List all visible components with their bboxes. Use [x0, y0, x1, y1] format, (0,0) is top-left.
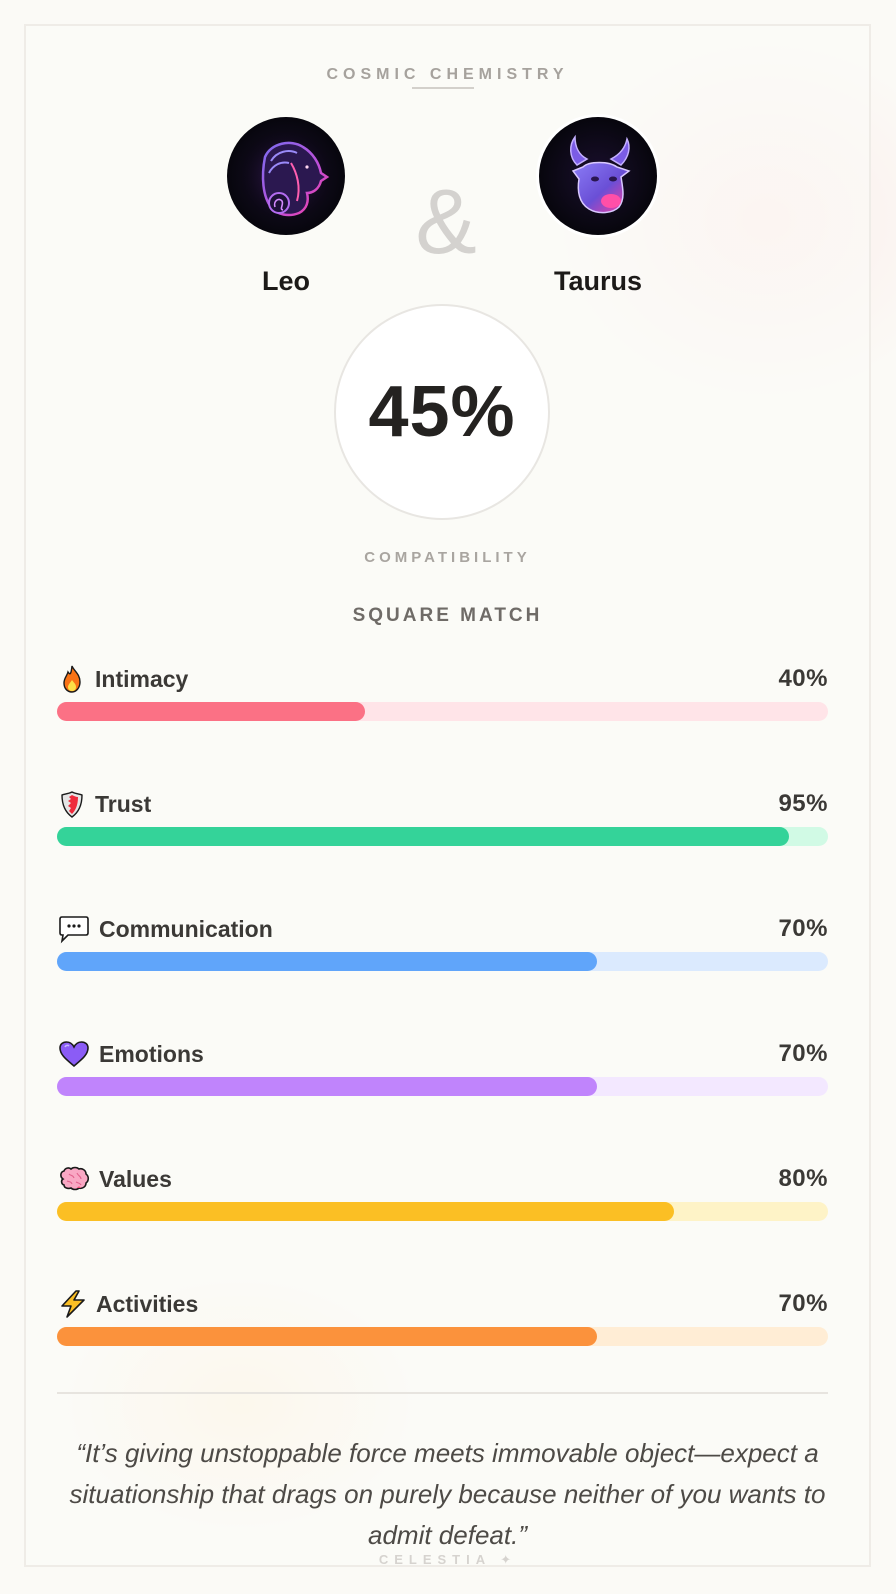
metric-value: 70% [778, 915, 828, 942]
metric-label: Trust [95, 790, 152, 817]
breakdown-title: SQUARE MATCH [352, 605, 543, 626]
metric-value: 40% [778, 665, 828, 692]
progress-fill [57, 952, 597, 971]
metric-activities: Activities 70% [57, 1284, 828, 1354]
title-underline [412, 87, 474, 89]
metric-value: 70% [778, 1040, 828, 1067]
progress-fill [57, 1202, 674, 1221]
progress-fill [57, 702, 366, 721]
progress-bar [57, 827, 828, 846]
progress-bar [57, 952, 828, 971]
brand-watermark: CELESTIA ✦ [378, 1552, 518, 1567]
metric-values: Values 80% [57, 1159, 828, 1229]
progress-fill [57, 827, 790, 846]
metric-communication: Communication 70% [57, 909, 828, 979]
metric-value: 80% [778, 1165, 828, 1192]
leo-lion-icon [236, 126, 336, 226]
metric-trust: Trust 95% [57, 784, 828, 854]
lightning-icon [57, 1289, 89, 1319]
score-circle: 45% [334, 304, 550, 520]
metric-label: Emotions [99, 1040, 204, 1067]
taurus-avatar [539, 117, 657, 235]
metric-emotions: Emotions 70% [57, 1034, 828, 1104]
metric-label: Intimacy [95, 665, 189, 692]
score-label: COMPATIBILITY [364, 549, 531, 566]
progress-bar [57, 702, 828, 721]
compatibility-card: COSMIC CHEMISTRY [24, 24, 871, 1567]
leo-avatar [227, 117, 345, 235]
purple-heart-icon [57, 1039, 91, 1069]
shield-icon [57, 789, 87, 819]
progress-bar [57, 1327, 828, 1346]
left-sign-name: Leo [261, 266, 310, 296]
compatibility-quote: “It’s giving unstoppable force meets imm… [69, 1438, 826, 1550]
metric-value: 95% [778, 790, 828, 817]
speech-bubble-icon [57, 914, 91, 944]
progress-fill [57, 1327, 597, 1346]
progress-bar [57, 1077, 828, 1096]
brain-icon [57, 1164, 91, 1194]
metric-label: Values [99, 1165, 172, 1192]
progress-fill [57, 1077, 597, 1096]
taurus-bull-icon [570, 134, 631, 214]
metric-label: Communication [99, 915, 273, 942]
metric-value: 70% [778, 1290, 828, 1317]
progress-bar [57, 1202, 828, 1221]
fire-icon [57, 664, 87, 694]
section-divider [57, 1392, 828, 1394]
right-sign-name: Taurus [553, 266, 642, 296]
compatibility-score: 45% [368, 372, 516, 452]
card-title: COSMIC CHEMISTRY [326, 66, 569, 83]
ampersand-separator: & [415, 171, 477, 273]
metric-intimacy: Intimacy 40% [57, 659, 828, 729]
metric-label: Activities [96, 1290, 199, 1317]
